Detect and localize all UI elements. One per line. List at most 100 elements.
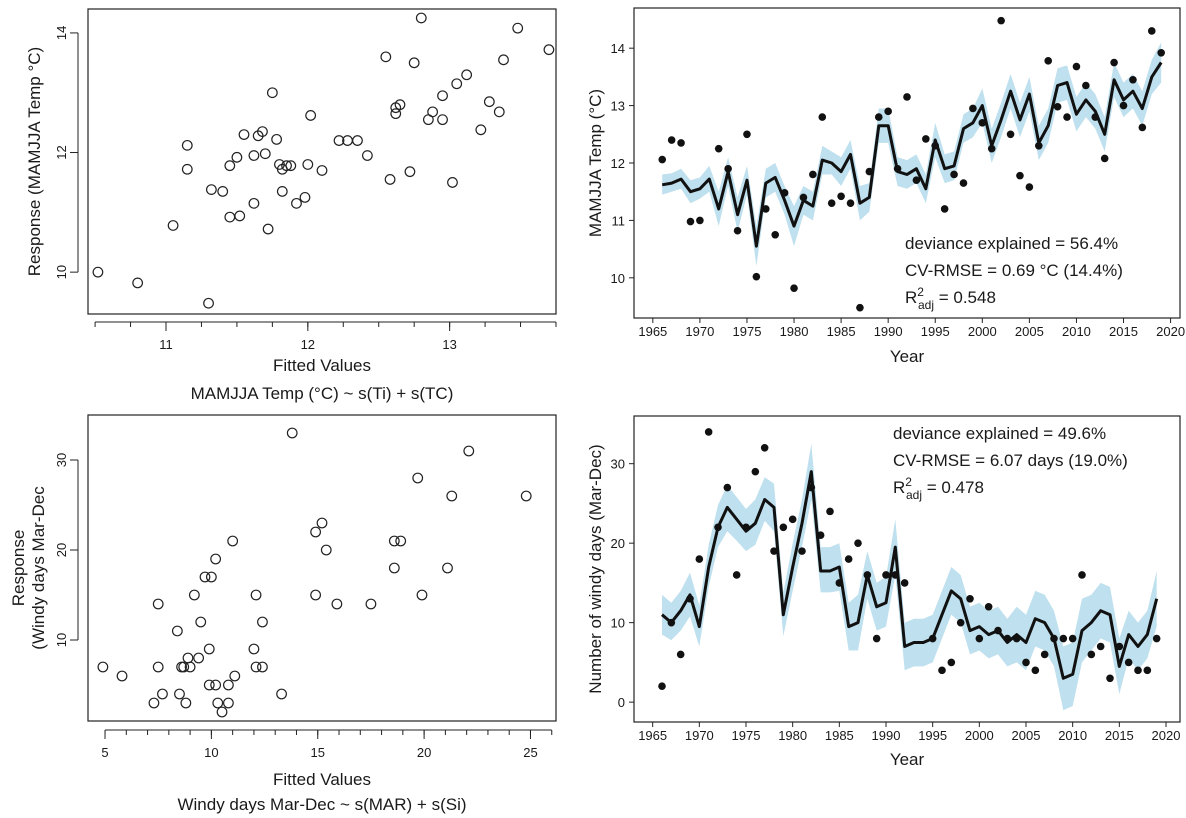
observed-point	[696, 216, 704, 225]
data-point	[305, 110, 317, 121]
data-point	[174, 688, 185, 700]
data-point	[266, 87, 278, 99]
y-axis-label: MAMJJA Temp (°C)	[586, 89, 605, 237]
data-point	[390, 108, 402, 120]
observed-point	[1068, 634, 1077, 643]
data-point	[195, 616, 207, 628]
data-point	[157, 688, 168, 700]
observed-point	[997, 16, 1005, 25]
data-point	[276, 186, 288, 197]
data-point	[352, 135, 363, 146]
chart-subtitle: MAMJJA Temp (°C) ~ s(Ti) + s(TC)	[191, 384, 454, 403]
observed-point	[1100, 154, 1109, 163]
data-point	[222, 697, 234, 709]
data-point	[205, 184, 217, 196]
data-point	[276, 688, 287, 700]
plot-frame	[87, 8, 557, 315]
data-point	[262, 223, 274, 235]
data-point	[394, 99, 406, 111]
stats-annotation: CV-RMSE = 0.69 °C (14.4%)	[905, 261, 1123, 280]
observed-point	[940, 205, 949, 213]
x-tick-label: 5	[101, 745, 108, 760]
data-point	[229, 670, 241, 682]
y-tick-label: 12	[54, 145, 69, 159]
y-tick-label: 11	[612, 213, 626, 228]
data-point	[302, 159, 314, 170]
data-point	[181, 163, 193, 175]
observed-point	[950, 170, 958, 179]
r2-subscript: adj	[906, 488, 922, 502]
confidence-band	[662, 443, 1157, 711]
data-point	[388, 562, 400, 574]
data-point	[212, 697, 224, 709]
data-point	[316, 165, 328, 176]
observed-point	[1031, 666, 1040, 675]
data-point	[248, 150, 260, 161]
fitted-line	[661, 61, 1163, 248]
x-tick-label: 2000	[968, 324, 997, 339]
data-point	[437, 114, 448, 126]
x-tick-label: 2000	[965, 728, 994, 743]
data-point	[132, 277, 144, 289]
x-tick-label: 1970	[685, 324, 714, 339]
data-point	[217, 186, 229, 197]
y-tick-label: 14	[611, 41, 625, 56]
observed-point	[1072, 62, 1081, 71]
plot-frame	[87, 414, 557, 722]
observed-point	[1143, 666, 1152, 675]
x-tick-label: 2010	[1058, 728, 1087, 743]
observed-point	[818, 113, 827, 121]
observed-point	[676, 650, 685, 659]
observed-point	[912, 176, 921, 185]
chart-subtitle: Windy days Mar-Dec ~ s(MAR) + s(Si)	[177, 795, 466, 814]
y-tick-label: 30	[54, 453, 69, 467]
data-point	[178, 661, 190, 673]
observed-point	[1157, 48, 1165, 57]
data-point	[384, 174, 396, 185]
data-point	[152, 661, 164, 673]
observed-point	[658, 155, 667, 164]
y-tick-label: 20	[54, 543, 69, 557]
observed-point	[677, 139, 685, 147]
r2-subscript: adj	[918, 298, 934, 312]
data-point	[395, 535, 407, 547]
observed-point	[959, 179, 968, 187]
observed-point	[799, 193, 808, 202]
data-point	[412, 472, 424, 484]
data-point	[286, 427, 298, 439]
data-point	[388, 535, 400, 547]
r2-symbol: R	[905, 288, 917, 307]
observed-point	[704, 428, 713, 436]
data-point	[271, 133, 283, 145]
data-point	[316, 517, 328, 529]
data-point	[543, 44, 555, 56]
y-tick-label: 0	[618, 695, 625, 710]
observed-point	[751, 467, 760, 476]
observed-point	[922, 135, 930, 143]
stats-annotation: deviance explained = 49.6%	[893, 424, 1106, 443]
y-axis-label-line: (Windy days Mar-Dec	[29, 486, 48, 650]
data-point	[259, 148, 271, 160]
observed-point	[947, 658, 956, 667]
data-point	[404, 166, 416, 178]
x-tick-label: 1995	[921, 324, 950, 339]
data-point	[148, 697, 160, 709]
data-point	[512, 22, 524, 34]
data-point	[257, 616, 268, 628]
observed-point	[846, 199, 855, 207]
data-point	[181, 139, 193, 151]
x-tick-label: 25	[523, 745, 537, 760]
data-point	[250, 661, 262, 673]
x-tick-label: 1980	[780, 324, 809, 339]
observed-point	[1152, 634, 1161, 643]
data-point	[416, 589, 428, 601]
y-tick-label: 10	[611, 271, 625, 286]
observed-point	[978, 119, 987, 127]
data-point	[520, 490, 532, 502]
observed-point	[966, 595, 974, 603]
observed-point	[1087, 650, 1096, 659]
observed-point	[1025, 183, 1034, 191]
data-point	[180, 697, 192, 709]
plot-frame	[633, 415, 1181, 723]
data-point	[203, 679, 215, 691]
